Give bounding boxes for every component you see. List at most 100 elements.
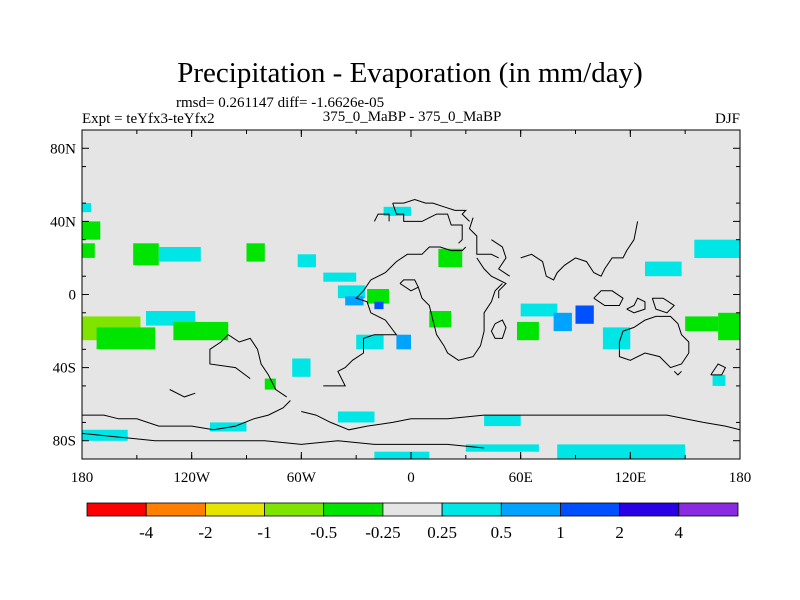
colorbar-label: -0.5 [310, 523, 337, 542]
experiment-label: Expt = teYfx3-teYfx2 [82, 111, 215, 127]
coastline [626, 297, 646, 314]
colorbar-swatch [323, 502, 384, 517]
colorbar-label: -0.25 [365, 523, 400, 542]
comparison-label: 375_0_MaBP - 375_0_MaBP [323, 109, 502, 125]
coastline [82, 400, 291, 431]
field-region [374, 451, 430, 459]
field-region [158, 247, 201, 262]
y-tick-label: 80N [50, 141, 76, 157]
field-region [297, 254, 316, 268]
field-region [718, 312, 740, 341]
colorbar-label: 4 [675, 523, 684, 542]
field-region [553, 312, 572, 332]
field-region [557, 444, 686, 459]
field-region [374, 301, 384, 310]
coastline [399, 279, 419, 288]
chart-title: Precipitation - Evaporation (in mm/day) [177, 57, 643, 89]
colorbar-swatch [382, 502, 443, 517]
colorbar-label: 0.5 [491, 523, 512, 542]
x-tick-label: 180 [729, 470, 752, 486]
coastline [593, 290, 624, 306]
coastline [491, 239, 510, 277]
coastline [370, 246, 467, 281]
season-label: DJF [715, 111, 740, 127]
field-region [82, 203, 92, 213]
field-region [173, 321, 229, 341]
y-tick-label: 80S [53, 434, 76, 450]
x-axis: 180 120W 60W 0 60E 120E 180 [71, 130, 752, 486]
coastline [618, 315, 690, 369]
coastline [392, 202, 463, 244]
field-region [82, 243, 95, 258]
field-region [292, 358, 311, 377]
coastline [373, 213, 390, 222]
coastline [710, 363, 727, 376]
field-region [712, 374, 726, 386]
colorbar-label: -1 [257, 523, 271, 542]
coastline [651, 297, 675, 314]
coastline [520, 221, 639, 281]
field-regions [82, 203, 740, 459]
colorbar-label: -2 [198, 523, 212, 542]
colorbar-swatch [264, 502, 325, 517]
field-region [264, 378, 276, 390]
x-tick-label: 180 [71, 470, 94, 486]
y-axis: 80N 40N 0 40S 80S [50, 129, 740, 460]
colorbar-swatch [441, 502, 502, 517]
field-region [323, 272, 357, 282]
map-background [82, 130, 740, 459]
coastline [673, 370, 682, 376]
colorbar-swatch [86, 502, 147, 517]
coastline [399, 283, 503, 361]
field-region [82, 221, 101, 240]
colorbar: -4 -2 -1 -0.5 -0.25 0.25 0.5 1 2 4 [86, 502, 739, 542]
field-region [337, 411, 375, 423]
coastline [468, 217, 499, 259]
y-tick-label: 40S [53, 361, 76, 377]
field-region [465, 444, 539, 452]
x-tick-label: 0 [407, 470, 415, 486]
colorbar-swatch [500, 502, 561, 517]
colorbar-swatch [204, 502, 265, 517]
field-region [246, 243, 265, 262]
y-tick-label: 40N [50, 214, 76, 230]
field-region [345, 296, 364, 306]
coastline [476, 257, 507, 299]
field-region [396, 334, 411, 350]
field-region [356, 334, 384, 350]
coastline [490, 319, 507, 339]
chart-stats: rmsd= 0.261147 diff= -1.6626e-05 [176, 95, 384, 111]
field-region [429, 311, 452, 328]
field-region [484, 415, 521, 427]
colorbar-swatch [619, 502, 680, 517]
field-region [694, 239, 740, 258]
x-tick-label: 60W [287, 470, 317, 486]
x-tick-label: 60E [509, 470, 533, 486]
field-region [96, 327, 156, 350]
colorbar-label: -4 [139, 523, 154, 542]
y-tick-label: 0 [69, 288, 77, 304]
field-region [383, 206, 411, 216]
field-region [575, 305, 594, 324]
coastlines [82, 198, 740, 449]
colorbar-label: 2 [615, 523, 624, 542]
coastline [323, 279, 398, 387]
coastline [227, 334, 287, 398]
colorbar-swatch [145, 502, 206, 517]
field-region [133, 243, 159, 266]
colorbar-swatch [678, 502, 739, 517]
x-tick-label: 120W [173, 470, 211, 486]
field-region [337, 285, 366, 299]
field-region [517, 321, 539, 341]
colorbar-swatch [560, 502, 621, 517]
field-region [602, 327, 631, 350]
coastline [301, 411, 740, 431]
field-region [520, 303, 558, 317]
coastline [392, 198, 470, 222]
field-region [645, 261, 682, 277]
coastline [209, 334, 251, 380]
colorbar-label: 1 [556, 523, 565, 542]
coastline [82, 432, 485, 449]
map-plot-area [81, 129, 741, 460]
